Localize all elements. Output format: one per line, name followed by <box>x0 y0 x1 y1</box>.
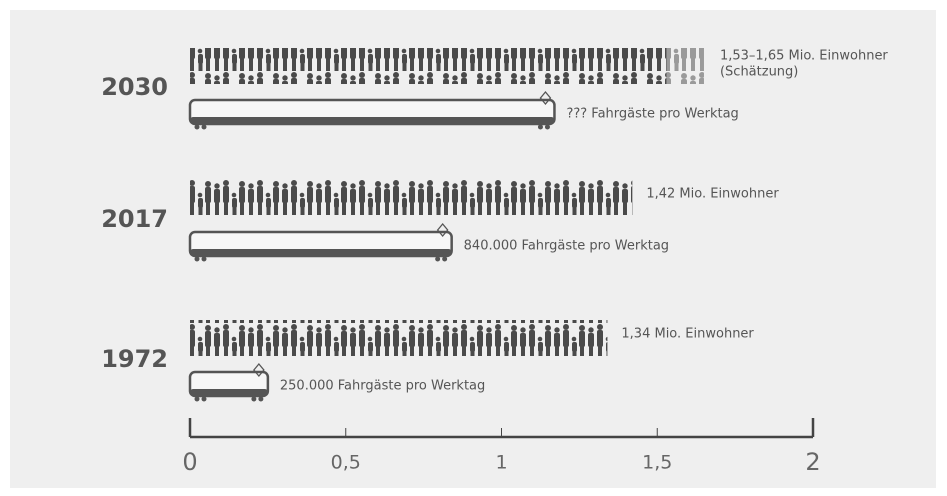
tram-base <box>190 249 452 256</box>
people-estimate <box>666 48 704 84</box>
wheel <box>201 124 207 130</box>
population-label: 1,42 Mio. Einwohner <box>646 187 779 202</box>
wheel <box>258 396 264 402</box>
wheel <box>194 396 200 402</box>
estimate-note: (Schätzung) <box>720 65 798 80</box>
wheel <box>201 396 207 402</box>
population-label: 1,34 Mio. Einwohner <box>621 327 754 342</box>
year-label: 1972 <box>101 345 168 373</box>
tram-base <box>190 389 268 396</box>
wheel <box>435 256 441 262</box>
wheel <box>442 256 448 262</box>
wheel <box>251 396 257 402</box>
people <box>190 320 608 356</box>
riders-label: 840.000 Fahrgäste pro Werktag <box>464 239 669 254</box>
x-tick-label: 0,5 <box>331 452 361 474</box>
riders-label: ??? Fahrgäste pro Werktag <box>566 107 738 122</box>
x-tick-label: 1 <box>495 452 507 474</box>
wheel <box>194 124 200 130</box>
pantograph <box>539 90 552 106</box>
population-label: 1,53–1,65 Mio. Einwohner <box>720 49 888 64</box>
wheel <box>201 256 207 262</box>
tram-base <box>190 117 555 124</box>
wheel <box>194 256 200 262</box>
wheel <box>544 124 550 130</box>
pantograph <box>436 222 449 238</box>
riders-label: 250.000 Fahrgäste pro Werktag <box>280 379 485 394</box>
x-tick-label: 0 <box>182 448 197 476</box>
people <box>190 180 633 216</box>
people <box>190 48 667 84</box>
background <box>10 10 936 488</box>
year-label: 2017 <box>101 205 168 233</box>
x-tick-label: 1,5 <box>642 452 672 474</box>
x-tick-label: 2 <box>805 448 820 476</box>
year-label: 2030 <box>101 73 168 101</box>
pantograph <box>253 362 265 378</box>
wheel <box>537 124 543 130</box>
